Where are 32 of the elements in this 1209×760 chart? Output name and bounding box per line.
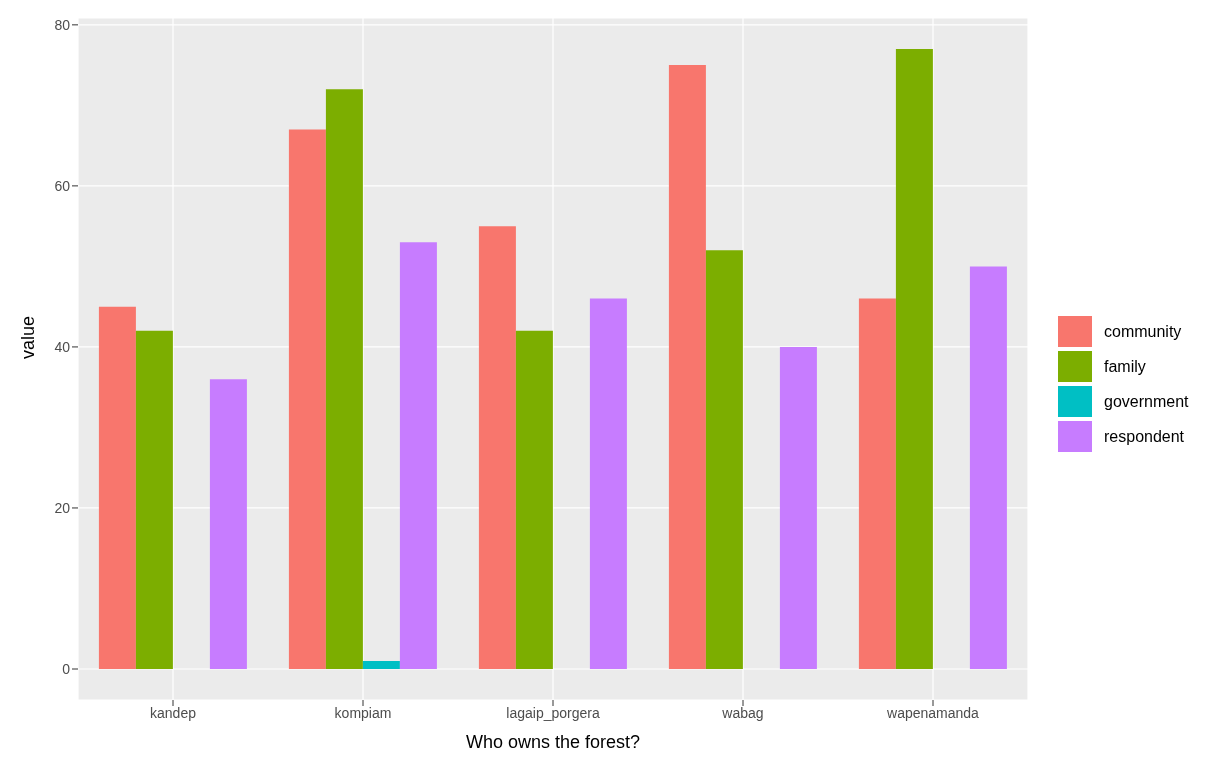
x-tick-label: wabag: [721, 704, 764, 721]
x-tick-label: kompiam: [334, 704, 392, 721]
y-tick-label: 80: [54, 16, 71, 33]
x-tick-label: wapenamanda: [886, 704, 980, 721]
bar: [135, 330, 173, 669]
bar: [895, 49, 933, 669]
legend-label: community: [1104, 322, 1182, 341]
bar: [858, 298, 896, 669]
y-axis-title: value: [18, 315, 39, 359]
x-tick-label: kandep: [150, 704, 197, 721]
bar: [325, 89, 363, 669]
y-tick-label: 40: [54, 338, 71, 355]
bar: [969, 266, 1007, 669]
y-tick-label: 0: [62, 660, 71, 677]
y-tick-label: 60: [54, 177, 71, 194]
bar: [98, 306, 136, 669]
legend-label: government: [1104, 392, 1189, 411]
bar: [362, 660, 400, 669]
bar: [209, 379, 247, 669]
bar: [779, 346, 817, 669]
y-tick-label: 20: [54, 499, 71, 516]
bar: [668, 65, 706, 669]
bar: [399, 242, 437, 669]
bar: [705, 250, 743, 669]
x-tick-label: lagaip_porgera: [506, 704, 600, 721]
bar: [478, 226, 516, 669]
x-axis-title: Who owns the forest?: [465, 732, 641, 752]
legend-label: family: [1104, 357, 1146, 376]
bar: [515, 330, 553, 669]
bar: [589, 298, 627, 669]
legend-label: respondent: [1104, 427, 1185, 446]
bar: [288, 129, 326, 669]
